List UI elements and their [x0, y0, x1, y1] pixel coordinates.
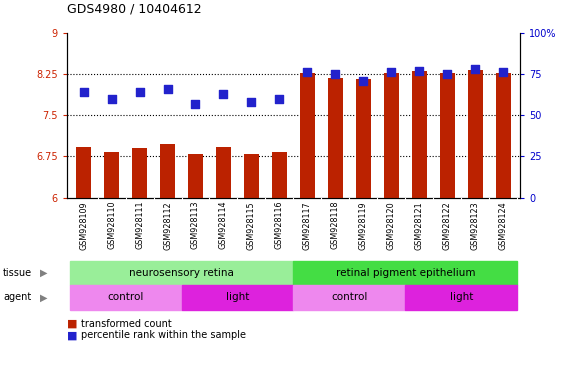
Text: GSM928120: GSM928120	[387, 201, 396, 250]
Text: GSM928119: GSM928119	[359, 201, 368, 250]
Text: transformed count: transformed count	[81, 319, 172, 329]
Bar	[104, 152, 119, 198]
Bar	[356, 79, 371, 198]
Text: GSM928110: GSM928110	[107, 201, 116, 250]
Text: GSM928116: GSM928116	[275, 201, 284, 250]
Point	[471, 66, 480, 72]
Text: GSM928109: GSM928109	[79, 201, 88, 250]
Point	[191, 101, 200, 107]
Bar	[496, 73, 511, 198]
Text: ▶: ▶	[40, 292, 47, 303]
Text: GSM928114: GSM928114	[219, 201, 228, 250]
Bar	[328, 78, 343, 198]
Text: GSM928112: GSM928112	[163, 201, 172, 250]
Text: ▶: ▶	[40, 268, 47, 278]
Bar	[181, 285, 293, 310]
Bar	[406, 285, 517, 310]
Point	[163, 86, 172, 92]
Bar	[272, 152, 287, 198]
Bar	[293, 261, 517, 285]
Text: GSM928117: GSM928117	[303, 201, 312, 250]
Point	[219, 91, 228, 97]
Bar	[160, 144, 175, 198]
Point	[275, 96, 284, 102]
Point	[331, 71, 340, 77]
Point	[135, 89, 144, 95]
Text: GSM928122: GSM928122	[443, 201, 452, 250]
Bar	[216, 147, 231, 198]
Text: GSM928115: GSM928115	[247, 201, 256, 250]
Text: GSM928111: GSM928111	[135, 201, 144, 250]
Text: GSM928124: GSM928124	[498, 201, 508, 250]
Point	[387, 69, 396, 75]
Point	[358, 78, 368, 84]
Point	[498, 69, 508, 75]
Bar	[76, 147, 91, 198]
Bar	[440, 73, 455, 198]
Bar	[70, 261, 293, 285]
Text: percentile rank within the sample: percentile rank within the sample	[81, 330, 246, 340]
Bar	[383, 73, 399, 198]
Point	[247, 99, 256, 105]
Point	[415, 68, 424, 74]
Bar	[468, 70, 483, 198]
Point	[443, 71, 452, 77]
Text: ■: ■	[67, 319, 77, 329]
Bar	[244, 154, 259, 198]
Text: control: control	[331, 292, 368, 303]
Bar	[300, 73, 315, 198]
Text: light: light	[226, 292, 249, 303]
Text: agent: agent	[3, 292, 31, 303]
Text: ■: ■	[67, 330, 77, 340]
Text: GSM928121: GSM928121	[415, 201, 424, 250]
Bar	[411, 71, 427, 198]
Bar	[188, 154, 203, 198]
Text: light: light	[450, 292, 473, 303]
Text: neurosensory retina: neurosensory retina	[129, 268, 234, 278]
Bar	[293, 285, 406, 310]
Text: GDS4980 / 10404612: GDS4980 / 10404612	[67, 2, 202, 15]
Point	[107, 96, 116, 102]
Text: GSM928123: GSM928123	[471, 201, 480, 250]
Text: GSM928118: GSM928118	[331, 201, 340, 250]
Bar	[70, 285, 181, 310]
Point	[79, 89, 88, 95]
Bar	[132, 148, 147, 198]
Text: retinal pigment epithelium: retinal pigment epithelium	[336, 268, 475, 278]
Text: control: control	[107, 292, 144, 303]
Point	[303, 69, 312, 75]
Text: GSM928113: GSM928113	[191, 201, 200, 250]
Text: tissue: tissue	[3, 268, 32, 278]
